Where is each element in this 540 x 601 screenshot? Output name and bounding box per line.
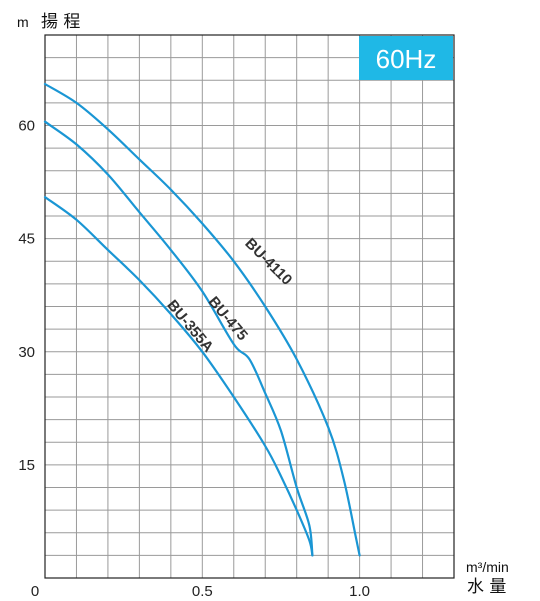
x-tick-label: 0.5	[192, 583, 213, 600]
frequency-badge: 60Hz	[359, 36, 453, 80]
frequency-badge-label: 60Hz	[376, 44, 437, 74]
y-axis-title: 揚 程	[41, 12, 80, 32]
y-tick-label: 60	[18, 118, 35, 135]
y-axis-unit: m	[17, 14, 29, 30]
series-line-bu-4110	[43, 82, 361, 557]
y-tick-label: 15	[18, 457, 35, 474]
series-line-bu-475	[43, 120, 314, 557]
y-tick-label: 45	[18, 231, 35, 248]
x-axis-title: 水 量	[467, 577, 506, 597]
plot-frame	[44, 34, 455, 579]
x-axis-unit: m³/min	[466, 559, 509, 575]
y-tick-label: 30	[18, 344, 35, 361]
x-tick-label: 1.0	[349, 583, 370, 600]
frequency-badge-background	[359, 36, 453, 80]
origin-label: 0	[31, 583, 39, 600]
grid	[45, 35, 454, 578]
series-line-bu-355a	[43, 196, 314, 557]
x-tick-labels: 0.5 1.0	[192, 583, 370, 600]
y-tick-labels: 15 30 45 60	[18, 118, 35, 474]
series-group	[43, 82, 361, 557]
